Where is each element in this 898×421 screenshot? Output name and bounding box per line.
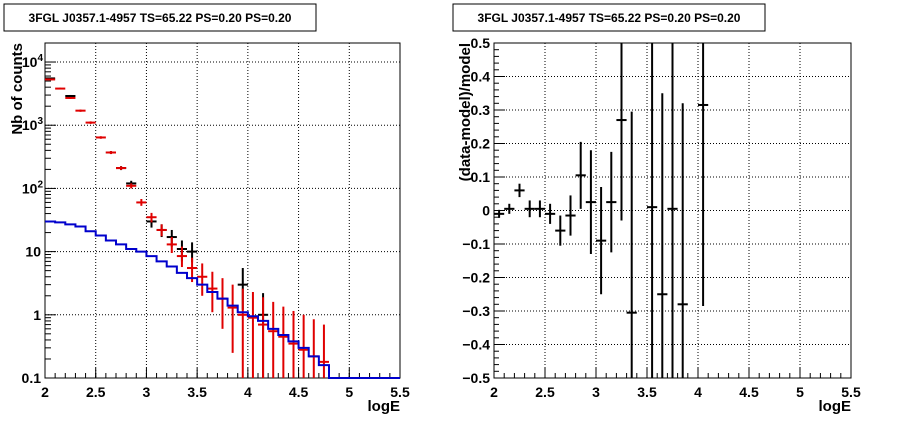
left-panel: 3FGL J0357.1-4957 TS=65.22 PS=0.20 PS=0.… [3, 3, 410, 415]
left-y-tick-label: 103 [22, 116, 44, 133]
residual-point [514, 183, 525, 198]
left-x-tick-label: 5 [345, 384, 353, 400]
model-point [136, 198, 147, 206]
right-y-axis-title: (data-model)/model [457, 43, 474, 181]
left-title: 3FGL J0357.1-4957 TS=65.22 PS=0.20 PS=0.… [29, 11, 292, 25]
right-x-tick-label: 5.5 [841, 384, 861, 400]
right-y-tick-label: 0.4 [471, 69, 491, 85]
model-point [55, 87, 66, 90]
right-y-tick-label: −0.1 [462, 236, 490, 252]
residual-point [524, 200, 535, 218]
model-point [227, 284, 238, 353]
model-point [268, 301, 279, 378]
right-title: 3FGL J0357.1-4957 TS=65.22 PS=0.20 PS=0.… [478, 11, 741, 25]
left-y-tick-label: 0.1 [22, 370, 42, 386]
left-plot-frame [44, 42, 401, 379]
left-y-axis-title: Nb of counts [9, 43, 26, 135]
right-x-axis-title: logE [819, 398, 852, 415]
right-y-tick-label: 0.1 [471, 169, 491, 185]
left-data-marks [45, 77, 400, 379]
right-x-tick-label: 3.5 [637, 384, 657, 400]
right-y-tick-label: −0.5 [462, 370, 490, 386]
left-x-tick-label: 2 [41, 384, 49, 400]
left-y-tick-label: 102 [22, 179, 44, 196]
residual-point [555, 215, 566, 246]
model-point [176, 246, 187, 268]
model-point [156, 224, 167, 237]
residual-point [626, 111, 637, 378]
residual-point [647, 43, 658, 378]
left-x-tick-label: 3 [143, 384, 151, 400]
model-point [288, 310, 299, 378]
model-point [85, 121, 96, 124]
right-y-tick-label: 0.5 [471, 35, 491, 51]
model-point [146, 212, 157, 223]
right-x-tick-label: 4 [694, 384, 702, 400]
left-y-tick-label: 104 [22, 53, 44, 70]
right-x-tick-label: 4.5 [739, 384, 759, 400]
residual-point [494, 209, 505, 218]
left-y-tick-label: 1 [33, 307, 41, 323]
residual-point [504, 203, 515, 214]
residual-point [657, 93, 668, 378]
model-point [105, 151, 116, 155]
right-data-marks [494, 43, 709, 378]
model-point [65, 96, 76, 99]
model-point [258, 297, 269, 378]
data-point [65, 94, 76, 98]
left-y-tick-label: 10 [25, 244, 41, 260]
model-point [95, 136, 106, 139]
right-x-tick-label: 3 [592, 384, 600, 400]
residual-point [534, 200, 545, 218]
model-point [197, 263, 208, 296]
right-gridlines [494, 43, 851, 378]
residual-point [698, 43, 709, 306]
model-point [298, 314, 309, 378]
model-point [237, 288, 248, 378]
residual-point [596, 187, 607, 295]
left-x-tick-label: 5.5 [390, 384, 410, 400]
right-x-tick-label: 5 [796, 384, 804, 400]
residual-point [545, 203, 556, 224]
right-y-tick-label: −0.2 [462, 270, 490, 286]
right-y-tick-label: 0.3 [471, 102, 491, 118]
model-step-line [45, 220, 400, 379]
residual-point [565, 195, 576, 236]
right-y-tick-label: −0.4 [462, 337, 490, 353]
right-title-box [452, 3, 766, 32]
left-x-tick-label: 2.5 [86, 384, 106, 400]
right-x-tick-label: 2 [490, 384, 498, 400]
right-x-tick-label: 2.5 [535, 384, 555, 400]
model-point [126, 183, 137, 189]
model-point [166, 237, 177, 254]
right-panel: 3FGL J0357.1-4957 TS=65.22 PS=0.20 PS=0.… [452, 3, 861, 415]
right-y-tick-label: −0.3 [462, 303, 490, 319]
model-point [278, 306, 289, 378]
model-point [217, 278, 228, 329]
residual-point [606, 151, 617, 253]
left-x-tick-label: 4 [244, 384, 252, 400]
model-point [45, 78, 56, 81]
right-y-tick-label: 0.2 [471, 136, 491, 152]
model-point [308, 319, 319, 378]
residual-point [667, 43, 678, 378]
model-point [75, 109, 86, 112]
left-x-axis-title: logE [368, 398, 401, 415]
model-point [318, 324, 329, 378]
right-axis-ticks: 2 2.5 3 3.5 4 4.5 5 5.5 −0.5 −0.4 −0.3 −0.2 −0.1 0 0.1… [462, 35, 861, 400]
left-title-box [3, 3, 317, 32]
residual-point [585, 150, 596, 255]
residual-point [575, 141, 586, 209]
left-x-tick-label: 4.5 [289, 384, 309, 400]
right-y-tick-label: 0 [482, 203, 490, 219]
left-axis-ticks: 2 2.5 3 3.5 4 4.5 5 5.5 0.1 1 10 102 103 104 [22, 42, 410, 400]
left-x-tick-label: 3.5 [187, 384, 207, 400]
model-point [247, 291, 258, 378]
residual-point [616, 43, 627, 221]
residual-point [677, 103, 688, 378]
model-point [116, 166, 127, 170]
